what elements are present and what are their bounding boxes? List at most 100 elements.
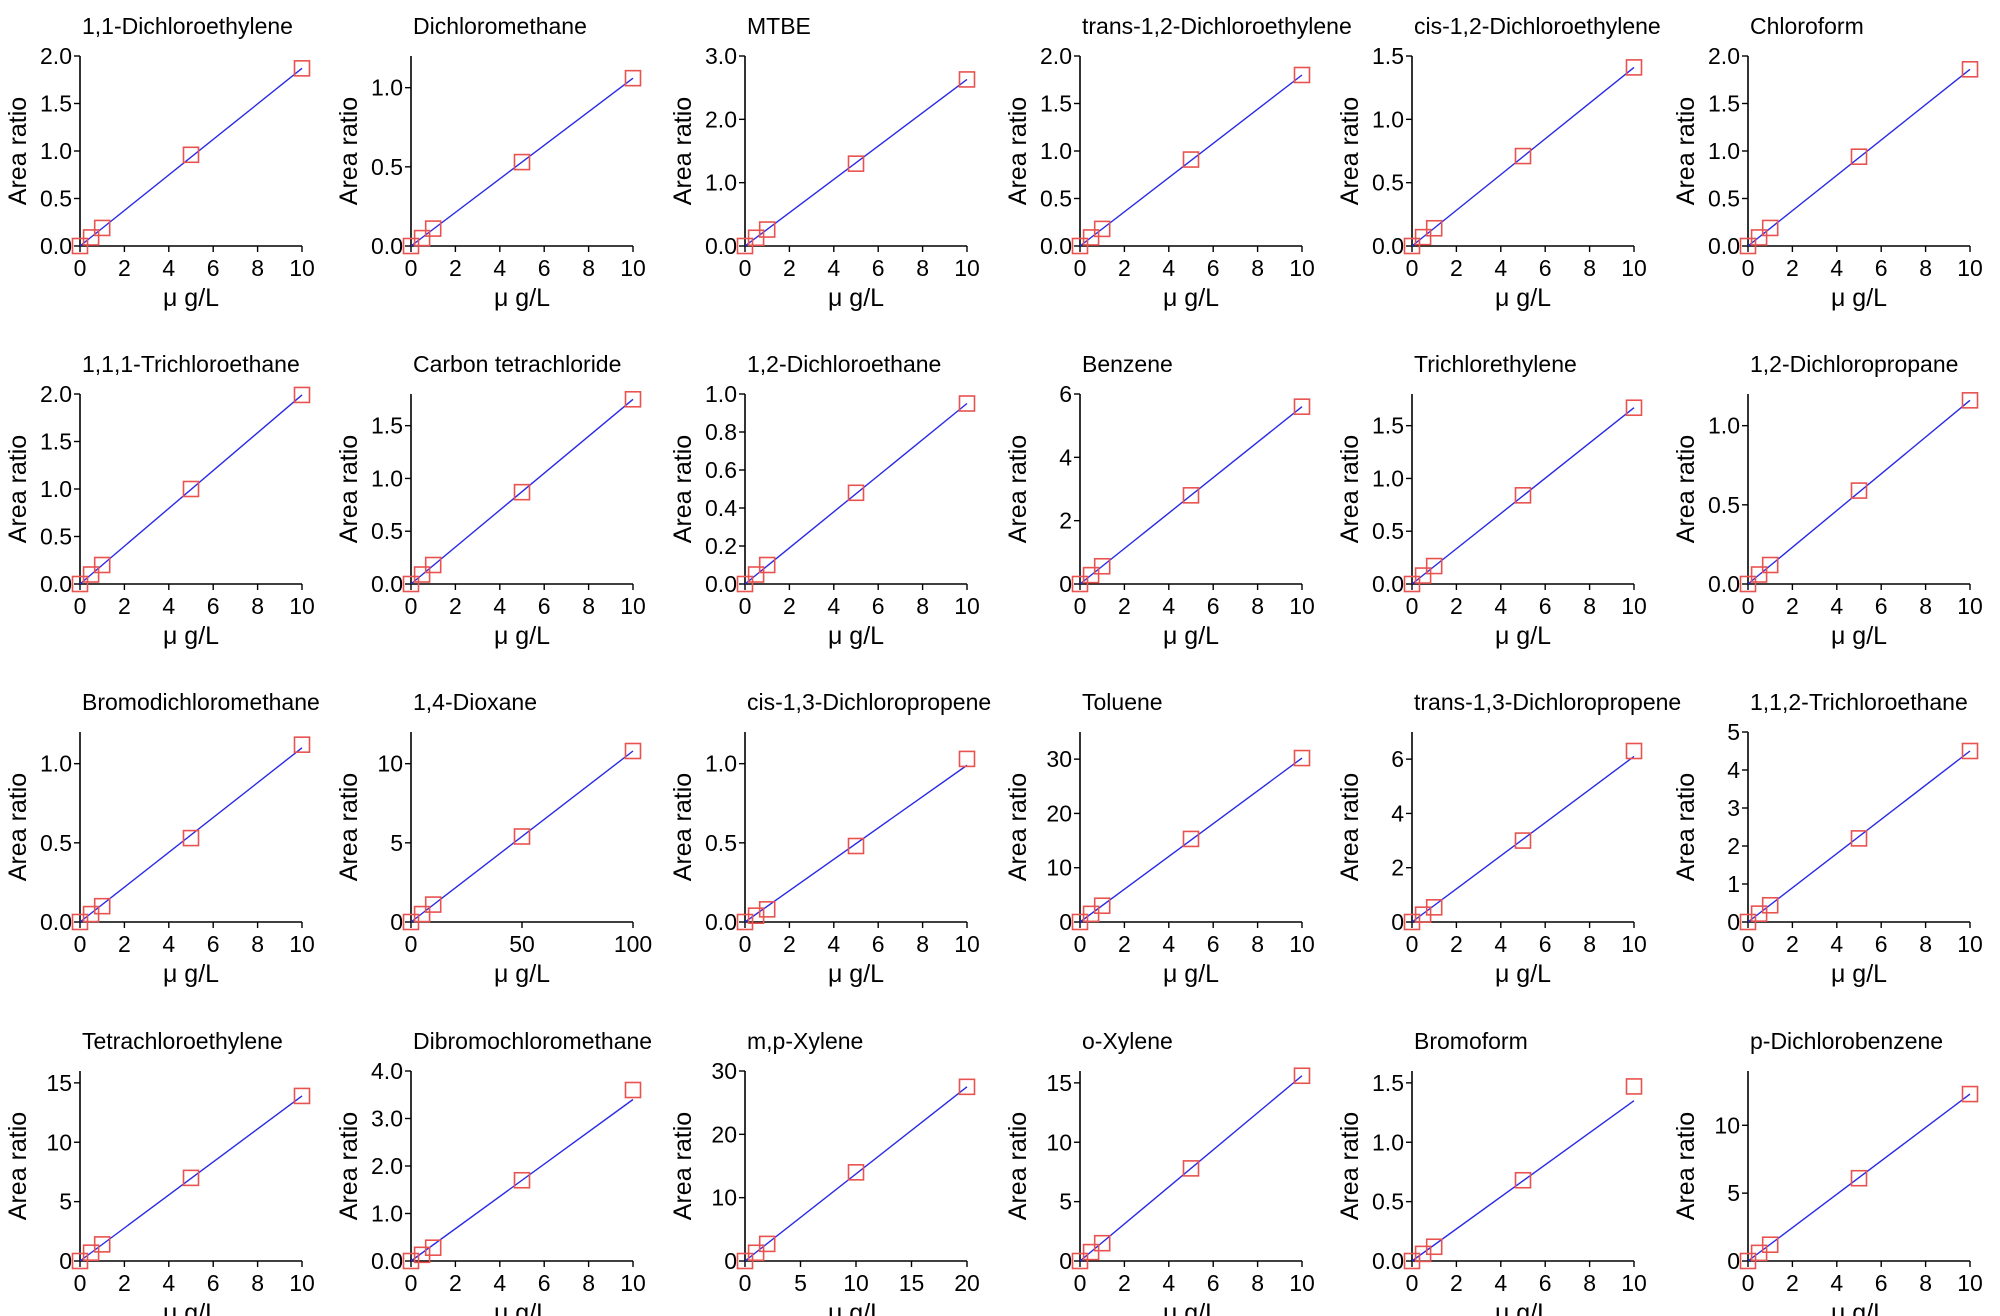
y-axis-label: Area ratio: [1672, 1112, 1700, 1220]
y-tick-label: 5: [390, 830, 403, 856]
y-tick-label: 0.5: [705, 830, 737, 856]
y-axis-label: Area ratio: [4, 435, 32, 543]
x-tick-label: 8: [1919, 1270, 1932, 1296]
y-tick-label: 0.0: [1372, 233, 1404, 259]
x-tick-label: 0: [405, 931, 418, 957]
chart-title: Carbon tetrachloride: [413, 351, 621, 377]
y-tick-label: 1.5: [371, 413, 403, 439]
x-tick-label: 8: [1583, 931, 1596, 957]
x-axis-label: μ g/L: [1163, 622, 1219, 650]
fit-line: [79, 394, 303, 585]
y-tick-label: 0.5: [40, 186, 72, 212]
y-tick-label: 0.5: [371, 154, 403, 180]
y-tick-label: 0.0: [40, 233, 72, 259]
x-tick-label: 10: [620, 593, 646, 619]
x-tick-label: 10: [1621, 593, 1647, 619]
y-axis-label: Area ratio: [335, 435, 363, 543]
x-tick-label: 10: [954, 593, 980, 619]
chart-title: Trichlorethylene: [1414, 351, 1577, 377]
data-point: [1182, 151, 1200, 168]
x-tick-label: 4: [1162, 931, 1175, 957]
data-point: [71, 237, 89, 255]
x-tick-label: 6: [1539, 931, 1552, 957]
x-tick-label: 8: [916, 931, 929, 957]
data-point: [513, 483, 531, 501]
chart-title: Toluene: [1082, 689, 1163, 715]
x-tick-label: 0: [1074, 1270, 1087, 1296]
fit-line: [1411, 66, 1635, 247]
y-tick-label: 1.0: [371, 1201, 403, 1227]
chart-panel: 1,2-Dichloroethane 0.0 0.2 0.4 0.6 0.8 1.0 0 2 4 6…: [669, 351, 980, 650]
y-tick-label: 1: [1727, 871, 1740, 897]
x-axis-label: μ g/L: [1831, 1299, 1887, 1316]
x-tick-label: 4: [162, 593, 175, 619]
x-axis-label: μ g/L: [1163, 1299, 1219, 1316]
x-tick-label: 2: [449, 1270, 462, 1296]
x-tick-label: 8: [582, 593, 595, 619]
x-tick-label: 6: [207, 255, 220, 281]
data-point: [93, 219, 111, 237]
data-point: [1750, 229, 1768, 246]
chart-title: trans-1,2-Dichloroethylene: [1082, 13, 1352, 39]
data-point: [1425, 219, 1443, 237]
x-tick-label: 6: [1207, 931, 1220, 957]
x-tick-label: 0: [1742, 1270, 1755, 1296]
x-tick-label: 2: [1118, 255, 1131, 281]
y-tick-label: 0: [1727, 1248, 1740, 1274]
x-tick-label: 2: [1786, 255, 1799, 281]
data-point: [82, 1244, 100, 1261]
data-point: [747, 907, 765, 924]
y-tick-label: 0.4: [705, 495, 737, 521]
x-tick-label: 6: [207, 931, 220, 957]
x-axis-label: μ g/L: [1163, 284, 1219, 312]
y-tick-label: 10: [1046, 855, 1072, 881]
y-tick-label: 0.0: [40, 909, 72, 935]
data-point: [1425, 1238, 1443, 1256]
x-tick-label: 10: [620, 1270, 646, 1296]
x-tick-label: 0: [1406, 1270, 1419, 1296]
y-tick-label: 0.0: [1040, 233, 1072, 259]
data-point: [1850, 148, 1868, 165]
data-point: [1182, 487, 1200, 504]
data-point: [293, 60, 311, 77]
y-tick-label: 3.0: [371, 1106, 403, 1132]
data-point: [1739, 237, 1757, 255]
y-tick-label: 2: [1059, 508, 1072, 534]
y-tick-label: 0.6: [705, 457, 737, 483]
y-axis-label: Area ratio: [335, 97, 363, 205]
y-tick-label: 10: [1714, 1112, 1740, 1138]
x-tick-label: 8: [582, 1270, 595, 1296]
data-point: [1071, 575, 1089, 593]
x-tick-label: 8: [251, 255, 264, 281]
chart-title: Tetrachloroethylene: [82, 1028, 283, 1054]
x-tick-label: 10: [1957, 1270, 1983, 1296]
data-point: [958, 71, 976, 88]
x-tick-label: 4: [1162, 593, 1175, 619]
y-tick-label: 0.5: [1372, 1189, 1404, 1215]
x-axis-label: μ g/L: [1831, 960, 1887, 988]
chart-panel: Benzene 0 2 4 6 0 2 4 6 8 10 μ g/L Area ratio: [1004, 351, 1315, 650]
chart-title: cis-1,2-Dichloroethylene: [1414, 13, 1661, 39]
y-tick-label: 2.0: [705, 106, 737, 132]
y-tick-label: 0.5: [1372, 518, 1404, 544]
y-tick-label: 1.0: [705, 381, 737, 407]
data-point: [747, 1244, 765, 1262]
data-point: [958, 395, 976, 412]
y-tick-label: 0.8: [705, 419, 737, 445]
x-tick-label: 4: [162, 1270, 175, 1296]
x-tick-label: 4: [827, 255, 840, 281]
x-tick-label: 10: [289, 1270, 315, 1296]
y-tick-label: 2.0: [371, 1153, 403, 1179]
data-point: [1093, 1234, 1111, 1252]
x-tick-label: 2: [449, 255, 462, 281]
x-tick-label: 10: [1957, 255, 1983, 281]
data-point: [182, 1169, 200, 1187]
x-tick-label: 6: [1875, 1270, 1888, 1296]
y-tick-label: 0.5: [1708, 186, 1740, 212]
x-tick-label: 10: [1621, 931, 1647, 957]
data-point: [293, 386, 311, 404]
x-tick-label: 2: [1118, 1270, 1131, 1296]
y-tick-label: 1.0: [1372, 1129, 1404, 1155]
y-axis-label: Area ratio: [669, 435, 697, 543]
chart-panel: trans-1,2-Dichloroethylene 0.0 0.5 1.0 1.5 2.…: [1004, 13, 1352, 312]
